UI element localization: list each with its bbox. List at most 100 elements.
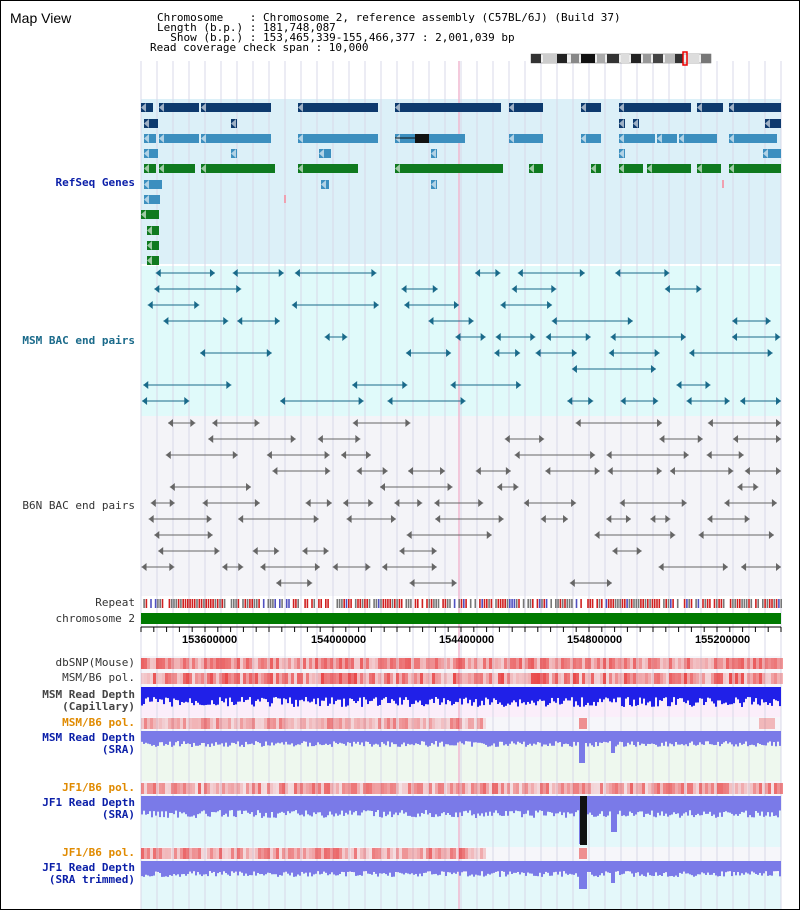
dbsnp-cell	[267, 658, 270, 669]
jf1-depth-sra-bar	[369, 796, 371, 811]
jf1-b6-pol-trimmed-cell	[363, 848, 366, 859]
track-label-msm-b6-pol-sra[interactable]: MSM/B6 pol.	[62, 716, 135, 729]
msm-b6-pol-sra-cell	[234, 718, 237, 729]
msm-depth-capillary-bar	[745, 687, 747, 699]
b6n-bac-pair-end	[141, 563, 147, 571]
jf1-depth-sra-bar	[405, 796, 407, 813]
track-label-chromosome[interactable]: chromosome 2	[55, 612, 135, 625]
msm-b6-pol-sra-cell	[204, 718, 207, 729]
msm-b6-pol-cell	[714, 673, 717, 684]
jf1-b6-pol-cell	[237, 783, 240, 794]
jf1-depth-trimmed-bar	[335, 861, 337, 876]
dbsnp-cell	[441, 658, 444, 669]
b6n-bac-pair-end	[523, 499, 529, 507]
track-label-refseq[interactable]: RefSeq Genes	[55, 176, 135, 189]
jf1-depth-trimmed-bar	[727, 861, 729, 872]
track-label-b6n-bac[interactable]: B6N BAC end pairs	[22, 499, 135, 512]
repeat-mark	[417, 599, 419, 608]
jf1-depth-sra-bar	[733, 796, 735, 816]
msm-bac-pair-end	[551, 285, 557, 293]
track-label-msm-depth-capillary[interactable]: MSM Read Depth (Capillary)	[42, 688, 135, 713]
msm-b6-pol-cell	[378, 673, 381, 684]
msm-bac-pair-end	[585, 333, 591, 341]
repeat-mark	[515, 599, 518, 608]
jf1-depth-sra-bar	[775, 796, 777, 816]
msm-b6-pol-sra-cell	[366, 718, 369, 729]
jf1-depth-trimmed-bar	[615, 861, 617, 872]
msm-b6-pol-cell	[225, 673, 228, 684]
gene-feature	[298, 134, 378, 143]
dbsnp-cell	[624, 658, 627, 669]
msm-b6-pol-cell	[450, 673, 453, 684]
msm-b6-pol-cell	[633, 673, 636, 684]
msm-b6-pol-sra-cell	[153, 718, 156, 729]
msm-depth-capillary-bar	[531, 687, 533, 701]
repeat-mark	[690, 599, 693, 608]
track-label-jf1-b6-pol-trimmed[interactable]: JF1/B6 pol.	[62, 846, 135, 859]
dbsnp-cell	[759, 658, 762, 669]
repeat-mark	[748, 599, 750, 608]
jf1-b6-pol-trimmed-cell	[348, 848, 351, 859]
b6n-bac-pair-end	[169, 563, 175, 571]
track-label-dbsnp[interactable]: dbSNP(Mouse)	[55, 656, 135, 669]
dbsnp-cell	[543, 658, 546, 669]
msm-depth-capillary-bar	[287, 687, 289, 704]
track-label-repeat[interactable]: Repeat	[95, 596, 135, 609]
msm-b6-pol-cell	[507, 673, 510, 684]
repeat-mark	[453, 599, 456, 608]
dbsnp-cell	[255, 658, 258, 669]
jf1-b6-pol-cell	[570, 783, 573, 794]
msm-depth-capillary-bar	[383, 687, 385, 699]
track-label-msm-b6-pol[interactable]: MSM/B6 pol.	[62, 671, 135, 684]
repeat-mark	[444, 599, 447, 608]
length-info: Length (b.p.) : 181,748,087	[157, 21, 336, 34]
msm-depth-sra-bar	[297, 731, 299, 745]
track-label-msm-depth-sra[interactable]: MSM Read Depth (SRA)	[42, 731, 135, 756]
track-label-jf1-b6-pol[interactable]: JF1/B6 pol.	[62, 781, 135, 794]
ideogram-band	[653, 54, 663, 63]
dbsnp-cell	[702, 658, 705, 669]
dbsnp-cell	[357, 658, 360, 669]
msm-depth-sra-bar	[557, 731, 559, 743]
msm-depth-capillary-bar	[533, 687, 535, 703]
msm-depth-sra-bar	[257, 731, 259, 743]
msm-depth-capillary-bar	[547, 687, 549, 705]
track-label-jf1-depth-sra[interactable]: JF1 Read Depth (SRA)	[42, 796, 135, 821]
repeat-mark	[157, 599, 159, 608]
jf1-depth-sra-bar	[735, 796, 737, 815]
repeat-mark	[343, 599, 345, 608]
msm-b6-pol-sra-cell	[396, 718, 399, 729]
jf1-depth-trimmed-bar	[481, 861, 483, 872]
msm-depth-sra-bar	[383, 731, 385, 744]
track-label-jf1-depth-trimmed[interactable]: JF1 Read Depth (SRA trimmed)	[42, 861, 135, 886]
jf1-depth-trimmed-bar	[279, 861, 281, 876]
jf1-b6-pol-cell	[627, 783, 630, 794]
msm-b6-pol-sra-cell	[168, 718, 171, 729]
msm-b6-pol-cell	[411, 673, 414, 684]
track-label-msm-bac[interactable]: MSM BAC end pairs	[22, 334, 135, 347]
repeat-mark	[177, 599, 180, 608]
jf1-depth-trimmed-bar	[303, 861, 305, 874]
msm-bac-pair-end	[551, 317, 557, 325]
repeat-mark	[421, 599, 424, 608]
jf1-b6-pol-cell	[681, 783, 684, 794]
msm-b6-pol-cell	[390, 673, 393, 684]
msm-depth-sra-bar	[751, 731, 753, 745]
repeat-mark	[566, 599, 569, 608]
msm-depth-capillary-bar	[643, 687, 645, 699]
msm-bac-pair-end	[571, 365, 577, 373]
msm-b6-pol-sra-cell	[324, 718, 327, 729]
msm-depth-capillary-bar	[589, 687, 591, 706]
msm-depth-capillary-bar	[671, 687, 673, 703]
jf1-depth-sra-bar	[215, 796, 217, 813]
msm-depth-sra-bar	[165, 731, 167, 745]
jf1-depth-trimmed-bar	[373, 861, 375, 872]
dbsnp-cell	[762, 658, 765, 669]
msm-depth-sra-bar	[501, 731, 503, 742]
dbsnp-cell	[513, 658, 516, 669]
dbsnp-cell	[564, 658, 567, 669]
msm-depth-sra-bar	[177, 731, 179, 742]
repeat-mark	[143, 599, 145, 608]
msm-depth-capillary-bar	[635, 687, 637, 706]
